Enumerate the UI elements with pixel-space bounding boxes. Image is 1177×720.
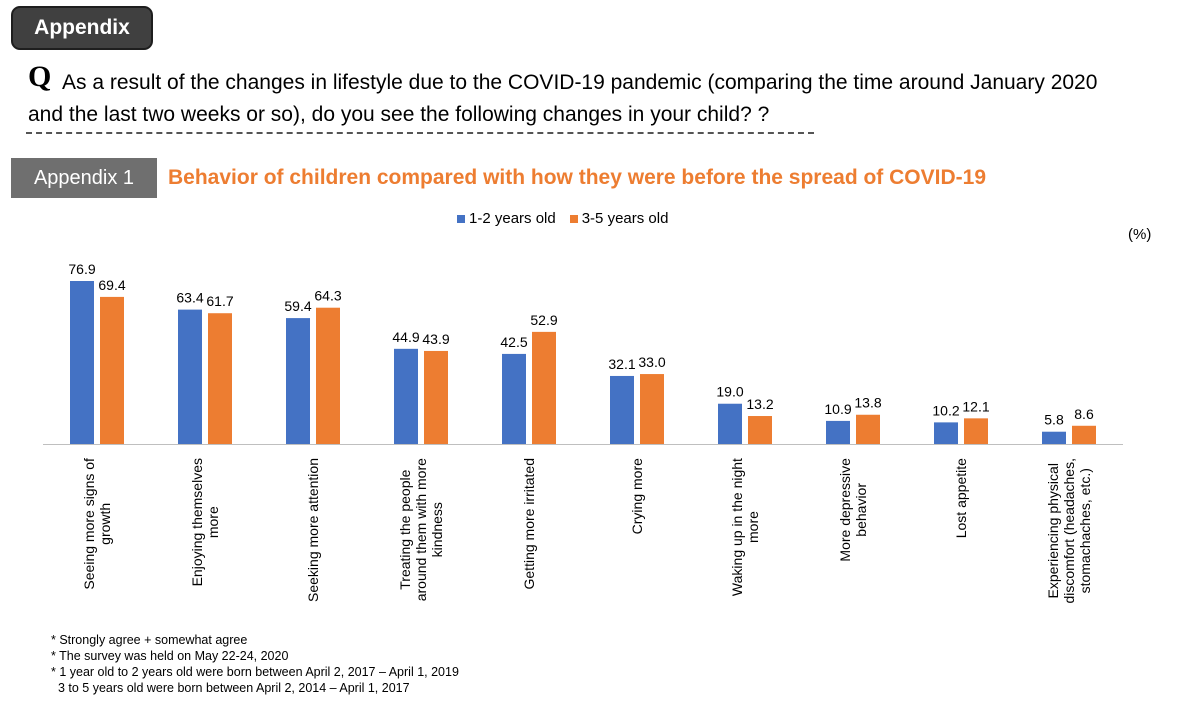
bar-series1 [826,420,850,444]
data-label: 61.7 [206,293,233,309]
category-label-line: Seeing more signs of [81,458,97,590]
category-label-line: Enjoying themselves [189,458,205,586]
bar-series1 [502,353,526,444]
category-label: Treating the peoplearound them with more… [397,458,445,601]
unit-label: (%) [1128,226,1152,243]
data-label: 43.9 [422,331,449,347]
data-label: 52.9 [530,312,557,328]
legend-label-series2: 3-5 years old [581,210,669,227]
bar-series1 [610,375,634,444]
data-label: 10.2 [932,402,959,418]
category-label-line: Waking up in the night [729,458,745,596]
data-label: 8.6 [1074,406,1094,422]
data-label: 13.8 [854,395,881,411]
bar-series2 [532,331,556,444]
category-label-line: kindness [429,502,445,557]
data-label: 42.5 [500,334,527,350]
category-label-line: Getting more irritated [521,458,537,590]
category-label-line: More depressive [837,458,853,562]
category-label: Seeing more signs ofgrowth [81,458,113,590]
category-label-line: Treating the people [397,469,413,589]
category-label-line: discomfort (headaches, [1061,458,1077,604]
footnote: * The survey was held on May 22-24, 2020 [51,649,289,663]
data-label: 59.4 [284,298,311,314]
data-label: 64.3 [314,288,341,304]
bar-series1 [934,422,958,444]
bar-series1 [718,403,742,444]
bar-series2 [964,418,988,444]
category-label-line: more [205,506,221,538]
question-text: As a result of the changes in lifestyle … [28,71,1098,126]
data-label: 12.1 [962,398,989,414]
category-label: Lost appetite [953,458,969,538]
question-mark-letter: Q [28,60,52,93]
category-label: Getting more irritated [521,458,537,590]
category-label: Experiencing physicaldiscomfort (headach… [1045,458,1093,604]
legend-swatch-series2 [569,214,578,223]
category-label-line: stomachaches, etc.) [1077,468,1093,593]
chart-legend: 1-2 years old 3-5 years old [457,210,668,227]
category-label: Seeking more attention [305,458,321,602]
data-label: 13.2 [746,396,773,412]
bar-series2 [1072,425,1096,444]
bar-series1 [286,318,310,444]
category-label-line: growth [97,503,113,545]
section-badge: Appendix 1 [11,158,157,198]
footnote: * Strongly agree + somewhat agree [51,633,248,647]
category-label: More depressivebehavior [837,458,869,562]
category-label-line: more [745,511,761,543]
legend-label-series1: 1-2 years old [469,210,556,227]
category-label-line: Seeking more attention [305,458,321,602]
data-label: 19.0 [716,384,743,400]
data-label: 69.4 [98,277,125,293]
footnotes: * Strongly agree + somewhat agree * The … [51,632,459,696]
dashed-divider [26,132,814,134]
category-label-line: Crying more [629,458,645,534]
data-label: 63.4 [176,290,203,306]
category-label: Waking up in the nightmore [729,458,761,596]
data-label: 44.9 [392,329,419,345]
data-label: 5.8 [1044,412,1064,428]
category-label-line: Experiencing physical [1045,463,1061,598]
bar-series2 [748,416,772,444]
category-label-line: around them with more [413,458,429,601]
bar-series1 [178,309,202,444]
bar-series2 [640,374,664,444]
appendix-badge: Appendix [11,6,153,50]
bar-series2 [316,307,340,444]
legend-swatch-series1 [457,214,465,223]
bar-series2 [208,313,232,444]
bar-series1 [394,348,418,444]
bar-series1 [70,281,94,444]
chart-title: Behavior of children compared with how t… [168,166,986,189]
category-label: Crying more [629,458,645,534]
data-label: 76.9 [68,261,95,277]
data-label: 33.0 [638,354,665,370]
data-label: 32.1 [608,356,635,372]
footnote: * 1 year old to 2 years old were born be… [51,665,459,679]
legend-item-series2: 3-5 years old [569,210,669,227]
category-label: Enjoying themselvesmore [189,458,221,586]
bar-series2 [856,414,880,444]
bar-series2 [424,350,448,444]
data-label: 10.9 [824,401,851,417]
bar-series2 [100,296,124,444]
bar-series1 [1042,431,1066,444]
category-label-line: Lost appetite [953,458,969,538]
legend-item-series1: 1-2 years old [457,210,556,227]
category-label-line: behavior [853,483,869,537]
footnote: 3 to 5 years old were born between April… [51,681,410,695]
